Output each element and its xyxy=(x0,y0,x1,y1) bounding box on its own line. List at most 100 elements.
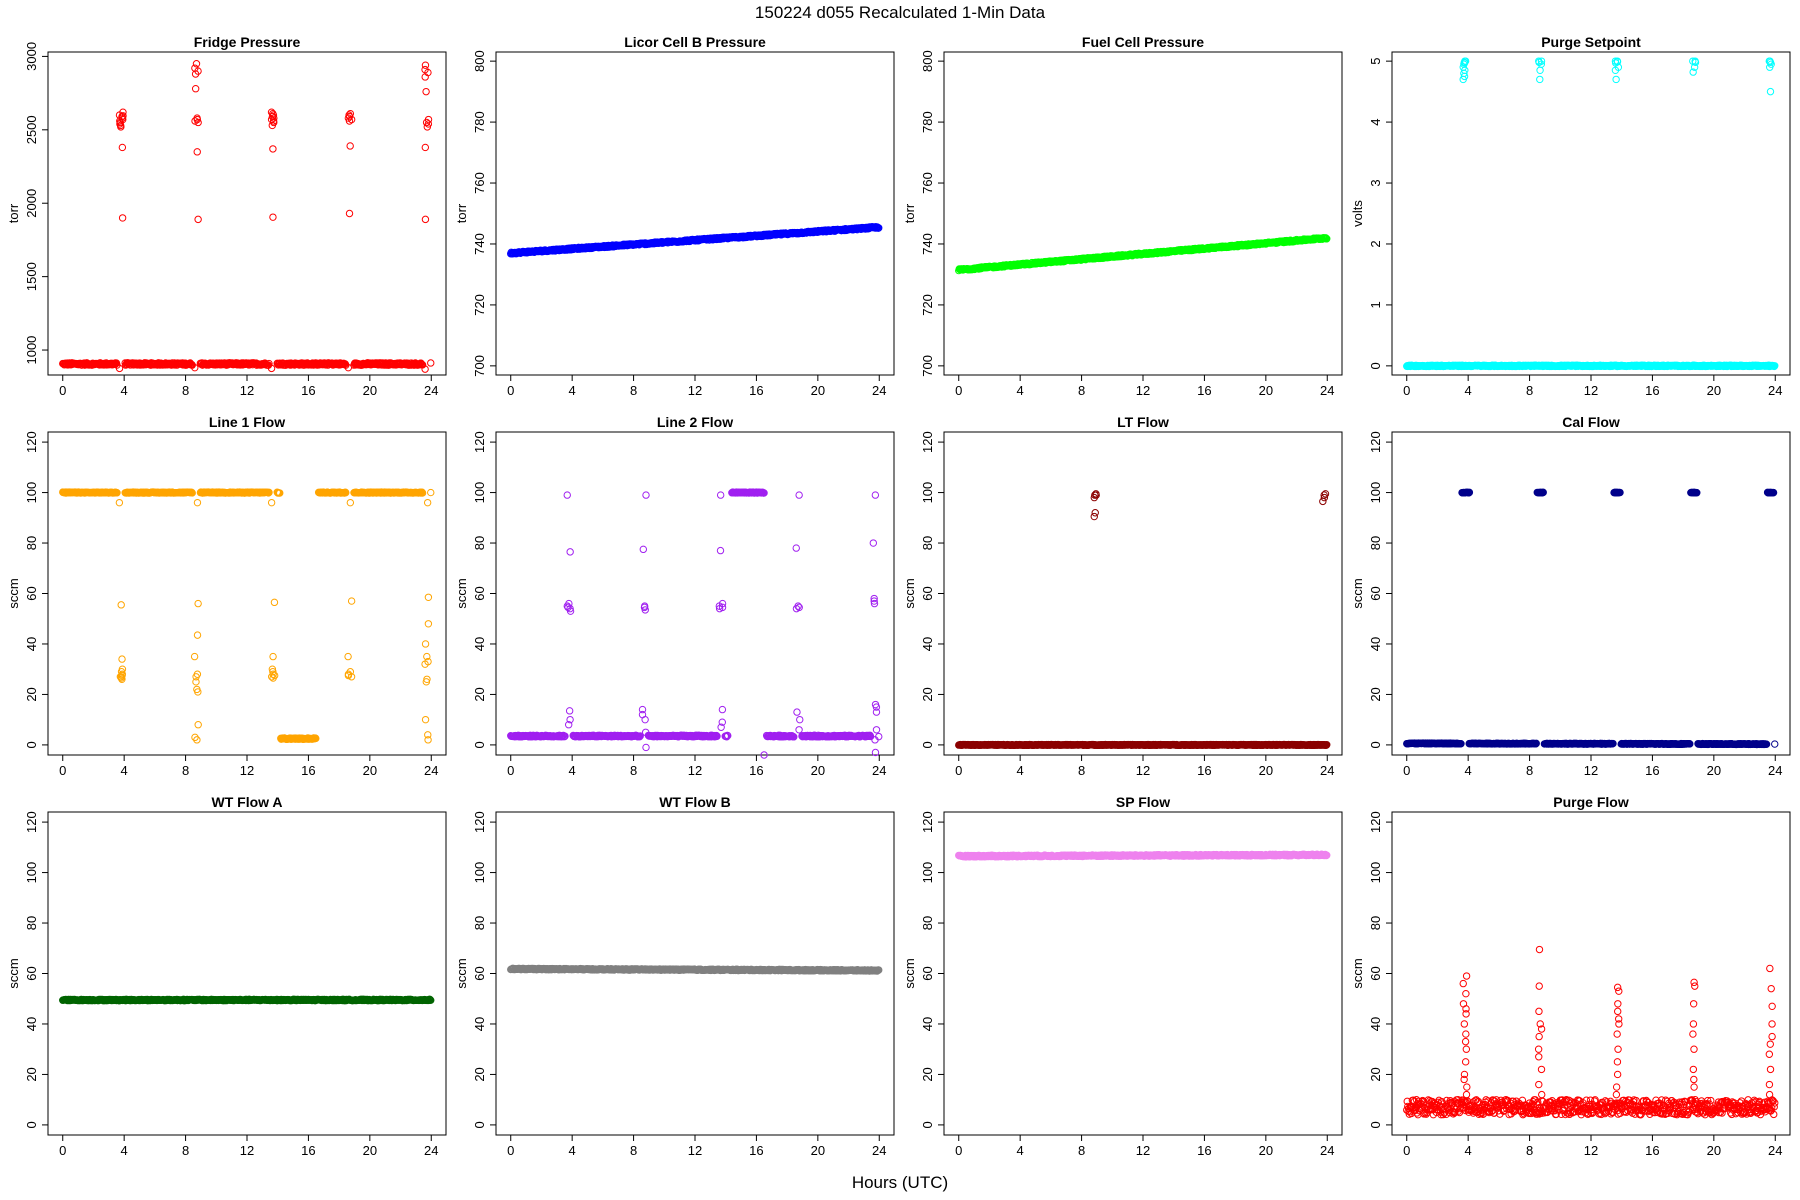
data-point xyxy=(269,109,277,118)
x-tick-label: 16 xyxy=(301,383,315,398)
x-tick-label: 16 xyxy=(749,763,763,778)
y-tick-label: 60 xyxy=(920,586,935,600)
panel-title: Line 1 Flow xyxy=(209,414,285,430)
x-tick-label: 20 xyxy=(1259,763,1273,778)
x-tick-label: 20 xyxy=(1707,383,1721,398)
x-tick-label: 12 xyxy=(1136,763,1150,778)
data-point xyxy=(1612,75,1620,84)
plot-frame xyxy=(1391,51,1791,376)
series-points xyxy=(59,488,435,744)
x-tick-label: 8 xyxy=(1078,383,1085,398)
plot-frame xyxy=(943,51,1343,376)
data-point xyxy=(193,148,201,156)
x-tick-label: 16 xyxy=(301,763,315,778)
x-tick-label: 24 xyxy=(1320,383,1334,398)
y-axis-label: torr xyxy=(902,203,917,223)
y-tick-label: 700 xyxy=(472,355,487,377)
y-tick-label: 720 xyxy=(472,294,487,316)
data-point xyxy=(118,655,126,663)
data-point xyxy=(192,60,201,68)
plot-frame xyxy=(47,51,447,376)
data-point xyxy=(117,601,125,609)
y-tick-label: 800 xyxy=(920,50,935,72)
x-tick-label: 20 xyxy=(363,383,377,398)
x-tick-label: 12 xyxy=(240,763,254,778)
data-point xyxy=(191,85,200,93)
y-tick-label: 120 xyxy=(920,431,935,453)
y-tick-label: 740 xyxy=(920,233,935,255)
data-point xyxy=(267,498,276,507)
figure-title: 150224 d055 Recalculated 1-Min Data xyxy=(755,3,1046,22)
y-tick-label: 60 xyxy=(472,586,487,600)
y-axis-label: sccm xyxy=(454,578,469,608)
x-tick-label: 4 xyxy=(1017,763,1024,778)
data-point xyxy=(191,363,199,372)
data-point xyxy=(796,715,804,724)
y-tick-label: 60 xyxy=(24,586,39,600)
series-points xyxy=(955,490,1331,749)
y-tick-label: 1 xyxy=(1368,301,1383,308)
data-point xyxy=(716,546,725,555)
x-tick-label: 0 xyxy=(955,763,962,778)
data-point xyxy=(347,597,356,605)
series-points xyxy=(59,60,435,373)
data-point xyxy=(424,620,433,628)
y-tick-label: 2500 xyxy=(24,115,39,144)
x-tick-label: 8 xyxy=(182,763,189,778)
x-tick-label: 0 xyxy=(59,763,66,778)
y-tick-label: 4 xyxy=(1368,118,1383,125)
panel-title: Fridge Pressure xyxy=(194,34,301,50)
y-tick-label: 40 xyxy=(920,637,935,651)
panel-title: Fuel Cell Pressure xyxy=(1082,34,1204,50)
data-point xyxy=(872,726,881,734)
y-tick-label: 80 xyxy=(472,536,487,550)
series-points xyxy=(955,234,1331,275)
x-tick-label: 24 xyxy=(424,763,438,778)
data-point xyxy=(423,498,432,507)
x-tick-label: 4 xyxy=(1465,383,1472,398)
data-point xyxy=(344,652,352,661)
data-point xyxy=(795,491,803,499)
x-tick-label: 24 xyxy=(1320,763,1334,778)
y-tick-label: 760 xyxy=(920,172,935,194)
y-tick-label: 20 xyxy=(920,687,935,701)
data-point xyxy=(795,726,803,734)
x-tick-label: 0 xyxy=(507,763,514,778)
data-point xyxy=(191,64,199,72)
data-point xyxy=(345,209,354,218)
data-point xyxy=(793,708,801,716)
x-tick-label: 0 xyxy=(1403,383,1410,398)
data-point xyxy=(115,364,124,373)
plot-frame xyxy=(495,51,895,376)
data-point xyxy=(424,115,433,124)
data-point xyxy=(269,117,278,125)
plot-frame xyxy=(495,431,895,756)
series-points xyxy=(1403,57,1779,371)
y-tick-label: 40 xyxy=(24,637,39,651)
data-point xyxy=(421,65,429,74)
x-tick-label: 12 xyxy=(1136,383,1150,398)
data-point xyxy=(194,599,202,608)
x-tick-label: 4 xyxy=(569,763,576,778)
data-point xyxy=(194,215,202,224)
x-tick-label: 4 xyxy=(569,383,576,398)
data-point xyxy=(347,115,356,124)
x-tick-label: 20 xyxy=(811,383,825,398)
y-tick-label: 2000 xyxy=(24,189,39,218)
data-point xyxy=(421,143,430,152)
y-tick-label: 1500 xyxy=(24,262,39,291)
y-axis-label: sccm xyxy=(6,578,21,608)
y-tick-label: 80 xyxy=(920,536,935,550)
y-tick-label: 2 xyxy=(1368,240,1383,247)
y-tick-label: 100 xyxy=(472,482,487,504)
y-tick-label: 0 xyxy=(920,741,935,748)
x-tick-label: 20 xyxy=(1259,383,1273,398)
y-tick-label: 5 xyxy=(1368,58,1383,65)
data-point xyxy=(641,715,649,724)
y-tick-label: 100 xyxy=(920,482,935,504)
data-point xyxy=(344,114,353,122)
